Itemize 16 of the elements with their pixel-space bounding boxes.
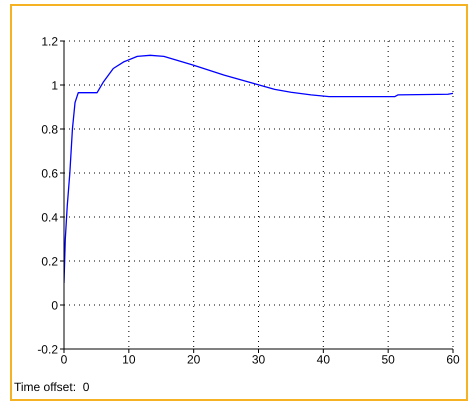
- x-tick-label: 0: [60, 352, 68, 367]
- y-tick-label: 0.2: [41, 254, 58, 268]
- y-tick-label: 0.4: [41, 210, 58, 224]
- x-tick-label: 20: [186, 352, 201, 367]
- y-tick-label: 1: [51, 78, 58, 92]
- x-tick-label: 40: [316, 352, 330, 367]
- text: Time offset: 0: [14, 380, 90, 394]
- y-tick-label: 0.6: [41, 166, 58, 180]
- y-tick-label: 0.8: [41, 122, 58, 136]
- y-tick-label: 0: [51, 298, 58, 312]
- x-tick-label: 60: [446, 352, 460, 367]
- y-tick-label: 1.2: [41, 34, 58, 48]
- x-tick-label: 30: [252, 352, 266, 367]
- y-tick-label: -0.2: [37, 342, 58, 356]
- x-tick-label: 50: [381, 352, 396, 367]
- x-tick-label: 10: [122, 352, 136, 367]
